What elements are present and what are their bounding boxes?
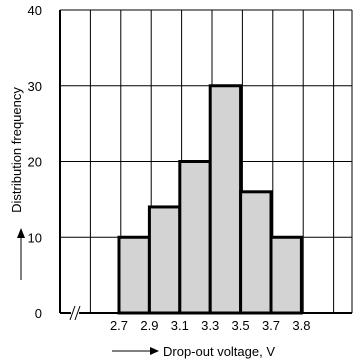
bars bbox=[117, 84, 303, 315]
histogram-bar bbox=[147, 205, 182, 315]
axis-break-icon bbox=[69, 305, 81, 321]
histogram-bar bbox=[269, 235, 303, 315]
y-tick-label: 0 bbox=[35, 306, 42, 321]
y-axis-title: Distribution frequency bbox=[9, 87, 25, 280]
x-tick-labels: 2.7 2.9 3.1 3.3 3.5 3.7 3.8 bbox=[110, 318, 310, 333]
y-axis-title-text: Distribution frequency bbox=[9, 87, 24, 213]
x-tick-label: 3.3 bbox=[201, 318, 219, 333]
y-axis-arrowhead-icon bbox=[17, 228, 25, 238]
x-tick-label: 3.1 bbox=[171, 318, 189, 333]
y-tick-label: 10 bbox=[28, 230, 42, 245]
histogram-bar bbox=[208, 84, 243, 315]
x-tick-label: 3.7 bbox=[262, 318, 280, 333]
x-axis-title: Drop-out voltage, V bbox=[112, 344, 275, 359]
x-tick-label: 3.5 bbox=[232, 318, 250, 333]
y-tick-label: 40 bbox=[28, 3, 42, 18]
histogram-bar bbox=[178, 160, 212, 315]
y-tick-label: 20 bbox=[28, 155, 42, 170]
x-tick-label: 2.7 bbox=[110, 318, 128, 333]
y-tick-label: 30 bbox=[28, 79, 42, 94]
y-tick-labels: 0 10 20 30 40 bbox=[28, 3, 42, 321]
x-axis-arrowhead-icon bbox=[150, 347, 159, 355]
histogram-bar bbox=[239, 190, 273, 315]
x-tick-label: 2.9 bbox=[140, 318, 158, 333]
x-axis-title-text: Drop-out voltage, V bbox=[163, 344, 275, 359]
x-tick-label: 3.8 bbox=[292, 318, 310, 333]
histogram-bar bbox=[117, 235, 151, 315]
axes bbox=[59, 9, 353, 314]
